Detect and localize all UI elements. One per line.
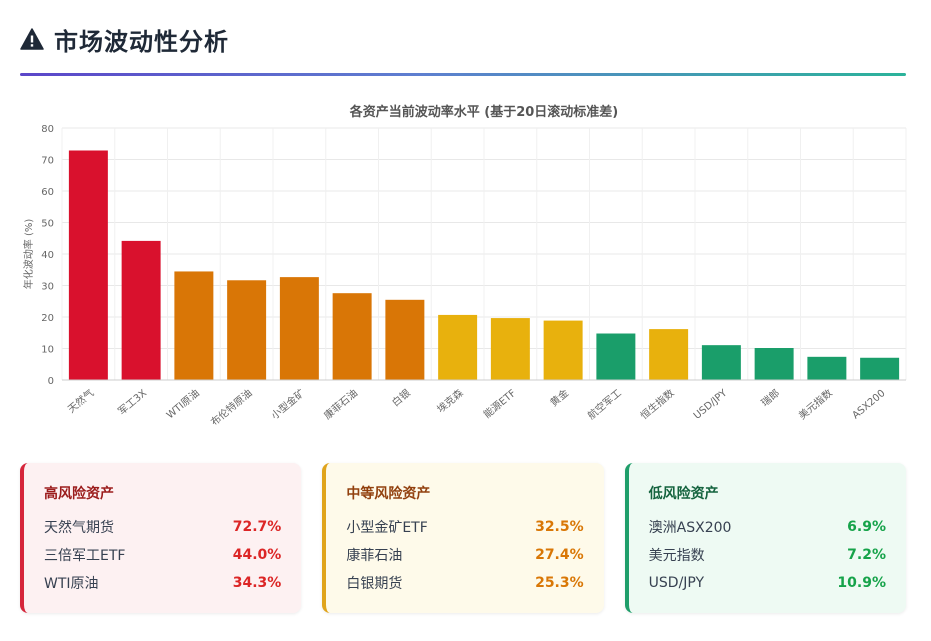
- bar: [174, 271, 214, 381]
- y-tick-label: 40: [41, 250, 54, 261]
- page-title: 市场波动性分析: [54, 27, 229, 56]
- risk-item-name: USD/JPY: [648, 575, 705, 591]
- bar: [649, 329, 689, 381]
- header-row: 市场波动性分析: [20, 22, 906, 56]
- x-tick-label: ASX200: [850, 388, 887, 422]
- bar: [279, 277, 319, 381]
- header-divider: [20, 73, 906, 76]
- y-tick-label: 70: [41, 156, 54, 167]
- risk-item: 白银期货 25.3%: [346, 569, 583, 597]
- bar: [68, 150, 108, 381]
- bar: [754, 348, 794, 381]
- risk-item-value: 6.9%: [847, 519, 886, 535]
- y-tick-label: 10: [41, 345, 54, 356]
- risk-cards: 高风险资产 天然气期货 72.7% 三倍军工ETF 44.0% WTI原油 34…: [20, 463, 906, 613]
- risk-item-name: 澳洲ASX200: [648, 520, 732, 536]
- page-header: 市场波动性分析: [20, 22, 906, 78]
- risk-item-value: 32.5%: [535, 519, 584, 535]
- x-tick-label: 军工3X: [116, 387, 149, 418]
- risk-item: WTI原油 34.3%: [44, 569, 281, 597]
- high-risk-card: 高风险资产 天然气期货 72.7% 三倍军工ETF 44.0% WTI原油 34…: [20, 463, 302, 613]
- risk-item-name: 三倍军工ETF: [44, 548, 126, 564]
- x-tick-label: 黄金: [547, 386, 571, 409]
- bar: [227, 280, 267, 381]
- mid-risk-card: 中等风险资产 小型金矿ETF 32.5% 康菲石油 27.4% 白银期货 25.…: [322, 463, 604, 613]
- chart-title: 各资产当前波动率水平 (基于20日滚动标准差): [349, 104, 619, 120]
- x-tick-label: 小型金矿: [268, 386, 307, 422]
- y-tick-label: 60: [41, 187, 54, 198]
- bar: [860, 357, 900, 381]
- warning-icon: [20, 28, 44, 50]
- x-tick-label: 美元指数: [796, 386, 835, 422]
- bar: [807, 356, 847, 381]
- bar: [332, 293, 372, 381]
- risk-item-name: 白银期货: [346, 576, 403, 592]
- volatility-chart: 各资产当前波动率水平 (基于20日滚动标准差) 0 10 20 30 40 50 60 70 80…: [20, 95, 910, 440]
- risk-item: 天然气期货 72.7%: [44, 513, 281, 541]
- risk-item-name: WTI原油: [44, 576, 99, 592]
- bar: [121, 240, 161, 381]
- risk-item-value: 25.3%: [535, 575, 584, 591]
- risk-item-value: 34.3%: [232, 575, 282, 591]
- y-tick-label: 50: [41, 219, 54, 230]
- risk-item: 三倍军工ETF 44.0%: [44, 541, 281, 569]
- mid-risk-card-title: 中等风险资产: [346, 486, 431, 502]
- bar: [701, 345, 741, 381]
- risk-item-value: 44.0%: [232, 547, 282, 563]
- risk-item: 美元指数 7.2%: [649, 541, 886, 569]
- risk-item: 康菲石油 27.4%: [346, 541, 583, 569]
- risk-item: 澳洲ASX200 6.9%: [649, 513, 886, 541]
- bar: [543, 320, 583, 381]
- x-tick-label: 恒生指数: [638, 386, 677, 422]
- x-tick-label: 布伦特原油: [208, 386, 255, 428]
- volatility-chart-svg: 各资产当前波动率水平 (基于20日滚动标准差) 0 10 20 30 40 50 60 70 80…: [22, 104, 907, 428]
- risk-item: USD/JPY 10.9%: [649, 569, 886, 597]
- bar: [596, 333, 636, 381]
- x-tick-label: 白银: [389, 386, 413, 409]
- y-tick-label: 30: [41, 282, 54, 293]
- risk-item-name: 小型金矿ETF: [346, 520, 428, 536]
- risk-item-name: 康菲石油: [346, 548, 403, 564]
- low-risk-card-title: 低风险资产: [648, 486, 719, 502]
- x-tick-label: 瑞郎: [758, 386, 782, 409]
- x-tick-label: WTI原油: [164, 386, 202, 421]
- bar: [490, 318, 530, 381]
- risk-item-value: 72.7%: [232, 519, 282, 535]
- y-axis-label: 年化波动率 (%): [22, 219, 35, 290]
- risk-item-value: 27.4%: [535, 547, 584, 563]
- y-tick-label: 80: [41, 124, 54, 135]
- x-tick-label: 天然气: [65, 386, 96, 415]
- risk-item-value: 7.2%: [847, 547, 886, 563]
- y-tick-label: 0: [48, 376, 54, 387]
- x-tick-label: 康菲石油: [321, 386, 360, 422]
- risk-item-name: 美元指数: [648, 548, 705, 564]
- x-tick-label: USD/JPY: [692, 387, 730, 421]
- x-tick-label: 埃克森: [434, 386, 465, 415]
- x-tick-label: 能源ETF: [481, 386, 519, 421]
- x-tick-label: 航空军工: [585, 386, 624, 422]
- risk-item: 小型金矿ETF 32.5%: [346, 513, 583, 541]
- bar: [438, 314, 478, 381]
- low-risk-card: 低风险资产 澳洲ASX200 6.9% 美元指数 7.2% USD/JPY 10…: [624, 463, 906, 613]
- y-tick-label: 20: [41, 313, 54, 324]
- bar: [385, 299, 425, 381]
- high-risk-card-title: 高风险资产: [44, 486, 114, 502]
- risk-item-value: 10.9%: [837, 575, 886, 591]
- risk-item-name: 天然气期货: [44, 520, 114, 536]
